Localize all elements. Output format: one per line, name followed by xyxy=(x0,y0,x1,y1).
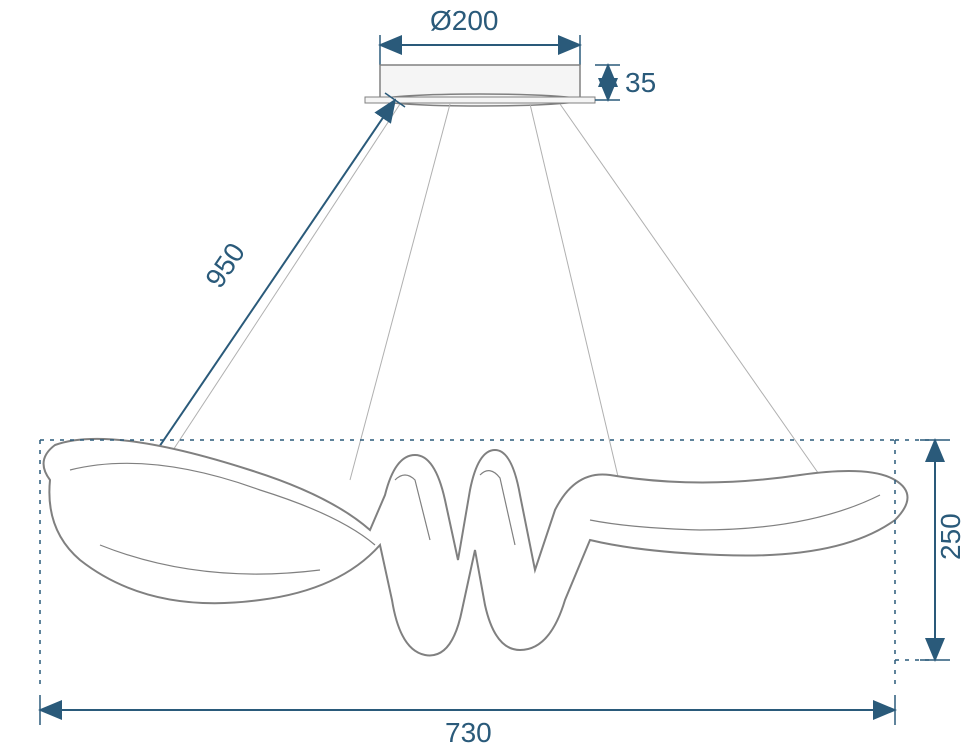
dimension-cable-length: 950 xyxy=(130,93,405,482)
canopy xyxy=(365,65,595,106)
dimension-width: 730 xyxy=(40,695,895,748)
technical-drawing: Ø200 35 950 xyxy=(0,0,973,748)
dim-lamp-height-label: 250 xyxy=(935,513,966,560)
diagram-container: Ø200 35 950 xyxy=(0,0,973,748)
dim-canopy-height-label: 35 xyxy=(625,67,656,98)
dim-diameter-label: Ø200 xyxy=(430,5,499,36)
dimension-diameter: Ø200 xyxy=(380,5,580,65)
lamp-body xyxy=(44,439,908,656)
dim-cable-length-label: 950 xyxy=(199,237,251,293)
dimension-canopy-height: 35 xyxy=(595,65,656,100)
dim-width-label: 730 xyxy=(445,717,492,748)
dimension-lamp-height: 250 xyxy=(920,440,966,660)
